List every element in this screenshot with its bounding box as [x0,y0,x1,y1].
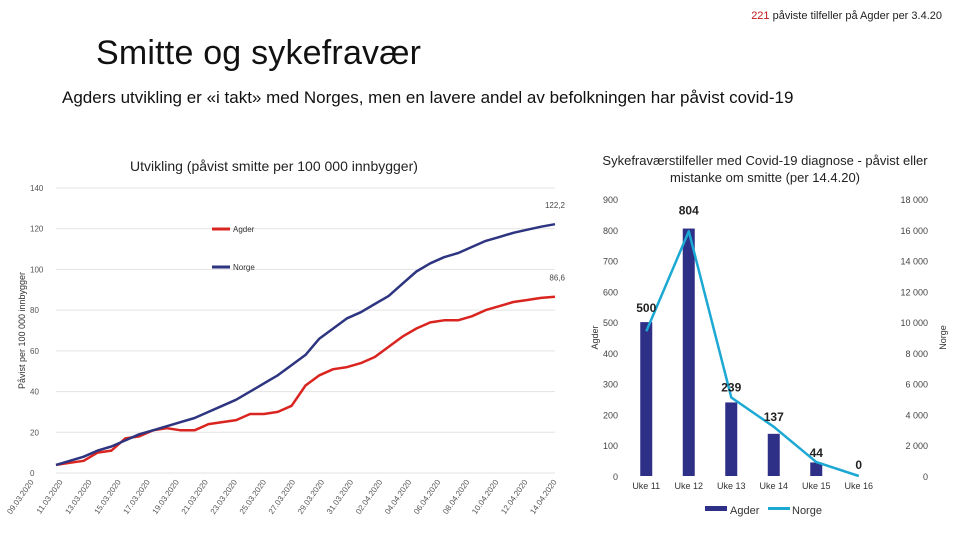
x-tick-label: Uke 12 [674,481,703,491]
y-tick-label: 80 [30,306,39,315]
x-tick-label: Uke 13 [717,481,746,491]
y2-tick-label: 18 000 [900,195,928,205]
case-count-text: påviste tilfeller på Agder per 3.4.20 [769,10,942,22]
series-line-norge [55,222,556,467]
x-tick-label: 31.03.2020 [325,478,356,516]
y-tick-label: 600 [603,287,618,297]
y-tick-label: 900 [603,195,618,205]
legend-label: Norge [233,263,255,272]
y-tick-label: 120 [30,225,44,234]
y2-tick-label: 14 000 [900,257,928,267]
x-tick-label: 11.03.2020 [35,478,65,516]
y2-tick-label: 0 [923,472,928,482]
y-tick-label: 0 [30,469,35,478]
y2-tick-label: 10 000 [900,318,928,328]
bar-uke-14 [767,433,780,476]
bar-uke-15 [810,462,823,476]
y2-tick-label: 16 000 [900,226,928,236]
data-label: 44 [810,446,824,460]
y-tick-label: 800 [603,226,618,236]
y-tick-label: 500 [603,318,618,328]
bar-uke-13 [725,402,738,476]
x-tick-label: 29.03.2020 [296,478,327,516]
series-line-agder [55,295,556,467]
legend-swatch [768,507,790,510]
legend-label: Agder [233,225,255,234]
y-tick-label: 0 [613,472,618,482]
y2-tick-label: 12 000 [900,287,928,297]
x-tick-label: Uke 11 [632,481,660,491]
y-axis-label: Påvist per 100 000 innbygger [17,272,27,389]
x-tick-label: 17.03.2020 [122,478,153,516]
y2-tick-label: 8 000 [905,349,928,359]
x-tick-label: 08.04.2020 [441,478,472,516]
y-tick-label: 100 [30,265,44,274]
x-tick-label: 14.04.2020 [528,478,559,516]
bar-chart-title: Sykefraværstilfeller med Covid-19 diagno… [602,153,928,185]
y-tick-label: 60 [30,347,39,356]
x-tick-label: 12.04.2020 [499,478,530,516]
line-chart-title: Utvikling (påvist smitte per 100 000 inn… [130,158,418,174]
line-chart: 0 20 40 60 80 100 120 140 Påvist per 100 000 inn… [5,184,566,516]
data-label: 239 [721,381,741,395]
series-line-norge [645,230,860,478]
x-tick-label: 13.03.2020 [63,478,94,516]
y-tick-label: 700 [603,257,618,267]
page-subtitle: Agders utvikling er «i takt» med Norges,… [62,88,794,107]
legend-label: Agder [730,505,760,517]
case-count: 221 [751,10,770,22]
case-count-note: 221 påviste tilfeller på Agder per 3.4.2… [751,10,942,22]
x-tick-label: 15.03.2020 [92,478,123,516]
y-tick-label: 20 [30,428,39,437]
data-label: 0 [855,458,862,472]
x-tick-label: 10.04.2020 [470,478,501,516]
data-label: 137 [764,410,784,424]
bar-chart: 0 0 100 2 000 200 4 000 300 6 000 400 8 000 500 10 … [590,195,948,517]
x-tick-label: 27.03.2020 [267,478,298,516]
x-tick-label: Uke 15 [802,481,831,491]
legend-swatch [705,506,727,511]
x-tick-label: Uke 16 [844,481,873,491]
y2-tick-label: 4 000 [905,410,928,420]
y-tick-label: 100 [603,441,618,451]
x-tick-label: 09.03.2020 [5,478,36,516]
y2-tick-label: 6 000 [905,380,928,390]
y-tick-label: 140 [30,184,44,193]
x-tick-label: 23.03.2020 [209,478,240,516]
x-tick-label: 25.03.2020 [238,478,269,516]
page-title: Smitte og sykefravær [96,34,422,72]
x-tick-label: 04.04.2020 [383,478,414,516]
bar-uke-12 [682,228,695,476]
bar-uke-11 [640,322,653,476]
data-label: 500 [636,301,656,315]
y-axis-label: Agder [590,325,600,349]
x-tick-label: 06.04.2020 [412,478,443,516]
y2-axis-label: Norge [938,325,948,350]
y-tick-label: 200 [603,410,618,420]
x-tick-label: 21.03.2020 [180,478,211,516]
legend-label: Norge [792,505,822,517]
y-tick-label: 300 [603,380,618,390]
y2-tick-label: 2 000 [905,441,928,451]
y-tick-label: 40 [30,388,39,397]
x-tick-label: Uke 14 [759,481,788,491]
end-value-label: 86,6 [549,274,565,283]
end-value-label: 122,2 [545,201,566,210]
x-tick-label: 02.04.2020 [354,478,385,516]
data-label: 804 [679,204,699,218]
y-tick-label: 400 [603,349,618,359]
x-tick-label: 19.03.2020 [151,478,182,516]
